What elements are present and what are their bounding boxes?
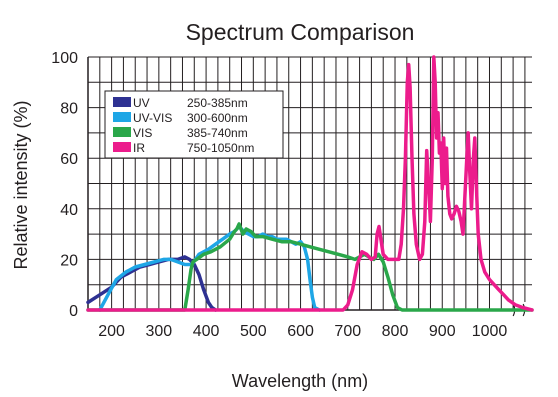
legend-swatch: [113, 142, 131, 152]
legend-range: 300-600nm: [187, 111, 248, 125]
y-tick-label: 40: [60, 202, 78, 219]
series-line-ir: [86, 55, 534, 312]
x-tick-label: 300: [145, 323, 172, 340]
legend-swatch: [113, 97, 131, 107]
x-tick-label: 900: [429, 323, 456, 340]
legend-range: 250-385nm: [187, 96, 248, 110]
y-tick-label: 100: [51, 50, 78, 67]
x-tick-label: 200: [98, 323, 125, 340]
legend-range: 385-740nm: [187, 126, 248, 140]
legend-swatch: [113, 112, 131, 122]
y-tick-label: 60: [60, 151, 78, 168]
series-layer: [86, 55, 534, 312]
x-tick-label: 600: [287, 323, 314, 340]
x-tick-label: 700: [334, 323, 361, 340]
legend-label: IR: [133, 141, 145, 155]
series-line-uv: [86, 255, 218, 312]
x-tick-label: 800: [382, 323, 409, 340]
series-line-uv-vis: [98, 224, 322, 312]
tick-labels: 0 20 40 60 80 100 200 300 400 500 600 700 800 900 1000: [51, 50, 507, 340]
y-tick-label: 20: [60, 252, 78, 269]
x-tick-label: 500: [240, 323, 267, 340]
legend-range: 750-1050nm: [187, 141, 254, 155]
x-tick-label: 400: [193, 323, 220, 340]
y-axis-label: Relative intensity (%): [11, 100, 31, 269]
legend-label: UV: [133, 96, 150, 110]
legend-swatch: [113, 127, 131, 137]
legend-box: [104, 90, 284, 159]
x-tick-label: 1000: [472, 323, 508, 340]
legend: UV 250-385nm UV-VIS 300-600nm VIS 385-740nm IR…: [104, 90, 284, 159]
x-axis-label: Wavelength (nm): [232, 371, 368, 391]
legend-label: VIS: [133, 126, 152, 140]
y-tick-label: 0: [69, 303, 78, 320]
legend-label: UV-VIS: [133, 111, 172, 125]
y-tick-label: 80: [60, 101, 78, 118]
chart-title: Spectrum Comparison: [186, 19, 415, 45]
